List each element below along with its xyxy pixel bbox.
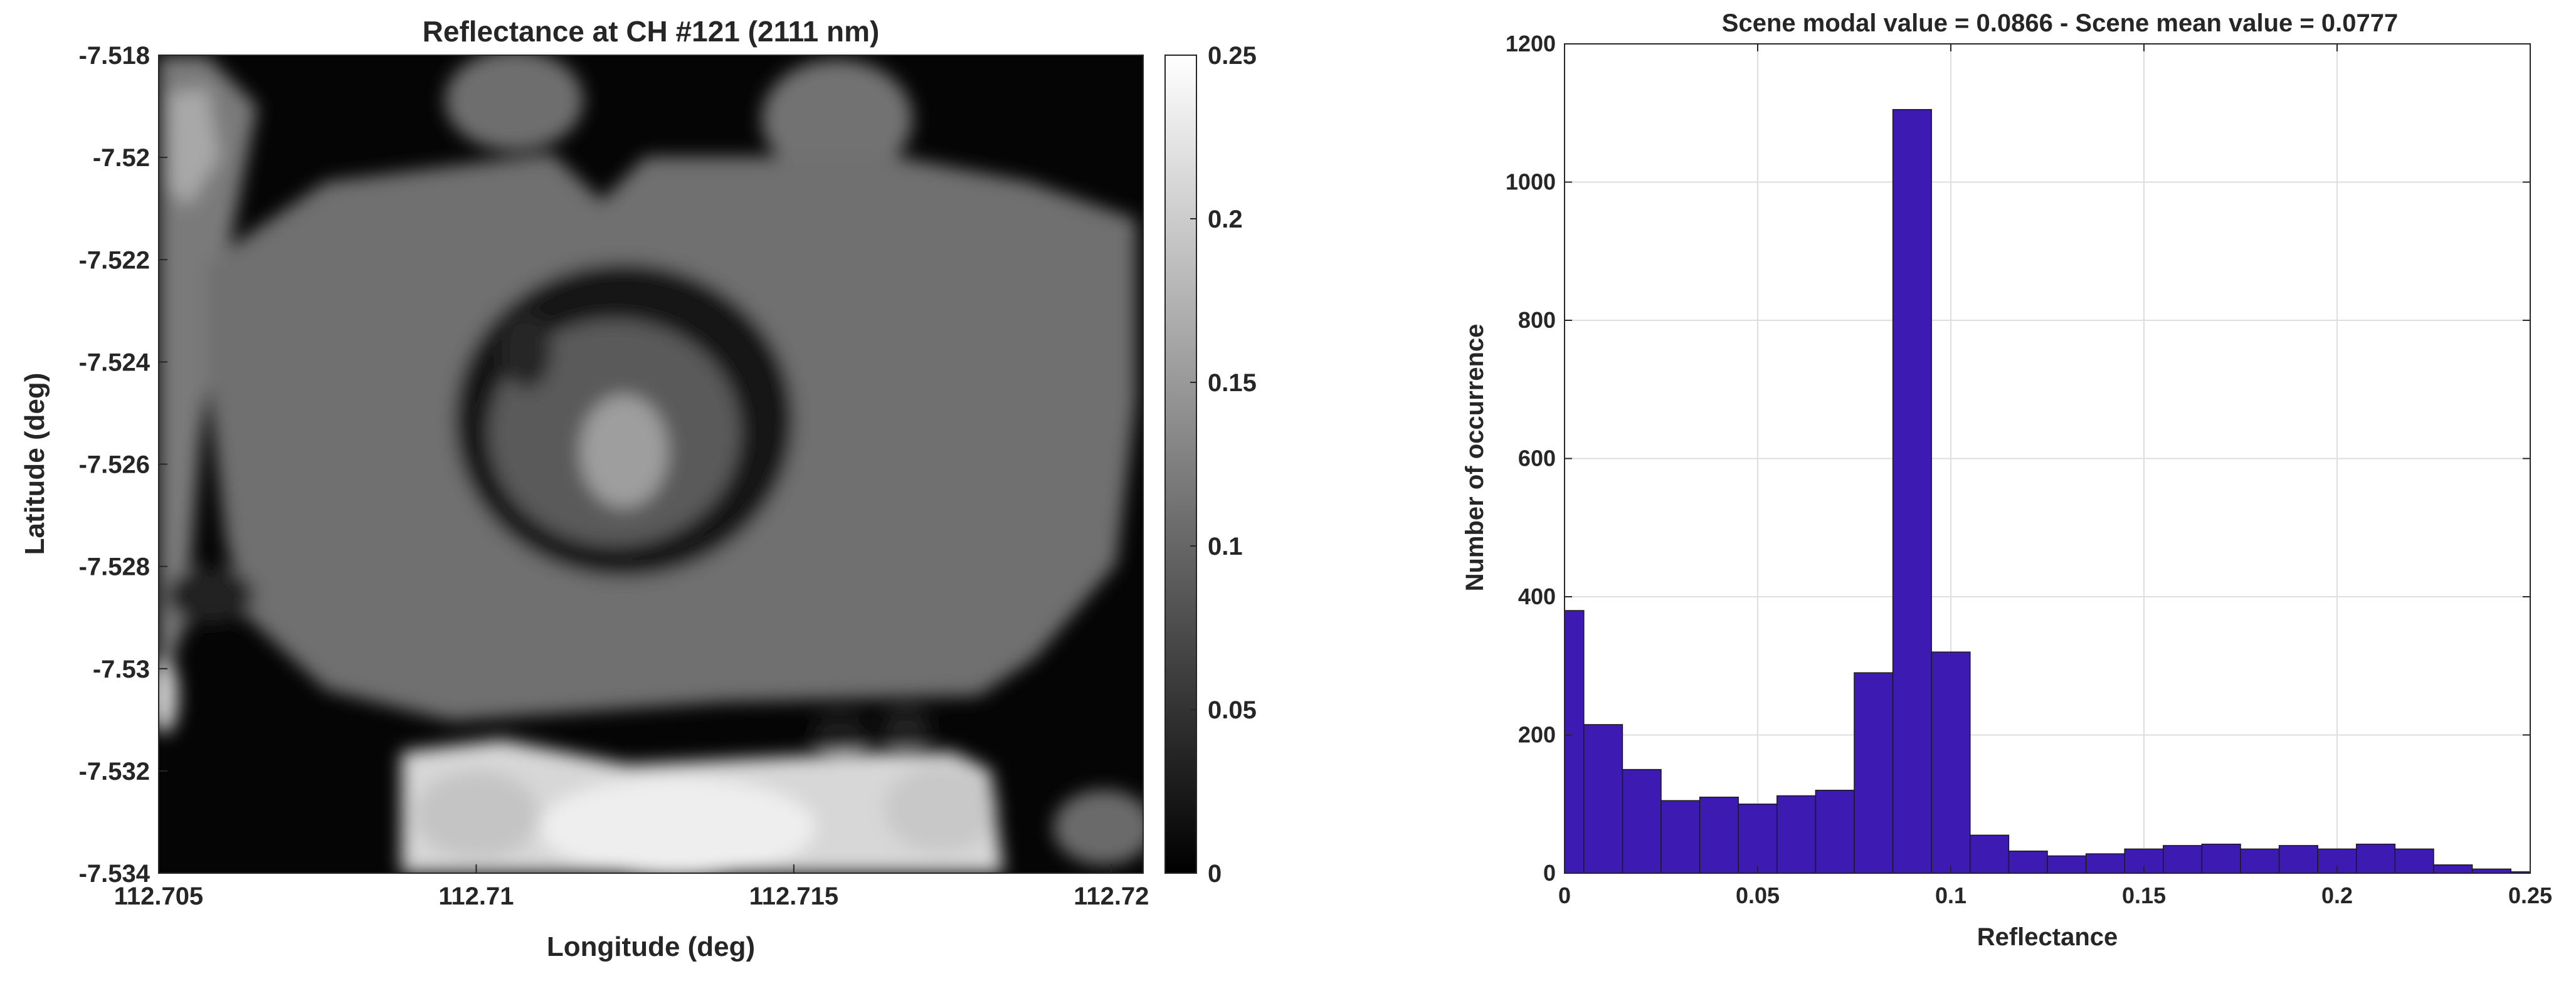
histogram-panel: Scene modal value = 0.0866 - Scene mean … xyxy=(1461,9,2552,951)
histogram-bar xyxy=(2356,843,2396,874)
histogram-y-axis-label: Number of occurrence xyxy=(1461,324,1489,592)
histogram-bar xyxy=(1699,796,1739,874)
colorbar-tick-label: 0.15 xyxy=(1208,369,1257,397)
histogram-title: Scene modal value = 0.0866 - Scene mean … xyxy=(1722,9,2398,37)
histogram-x-tick-label: 0 xyxy=(1558,883,1571,908)
colorbar-tick-label: 0.2 xyxy=(1208,206,1243,233)
histogram-bar xyxy=(1583,724,1623,874)
histogram-y-tick-label: 400 xyxy=(1518,584,1556,609)
map-y-tick-label: -7.522 xyxy=(79,246,150,274)
histogram-x-tick-label: 0.05 xyxy=(1736,883,1780,908)
colorbar-tick-label: 0 xyxy=(1208,860,1222,888)
histogram-bar xyxy=(1892,108,1932,874)
colorbar: 0.25 0.2 0.15 0.1 0.05 0 xyxy=(1164,42,1257,888)
map-y-tick-label: -7.526 xyxy=(79,451,150,479)
map-x-tick-label: 112.705 xyxy=(114,883,203,910)
histogram-bar xyxy=(1738,804,1778,874)
map-y-axis-label: Latitude (deg) xyxy=(19,373,50,555)
map-y-tick-label: -7.524 xyxy=(79,349,150,376)
map-y-tick-label: -7.53 xyxy=(93,656,150,683)
map-x-tick-label: 112.71 xyxy=(438,883,514,910)
map-y-tick-label: -7.52 xyxy=(93,144,150,172)
map-y-tick-label: -7.528 xyxy=(79,553,150,581)
colorbar-tick-label: 0.05 xyxy=(1208,696,1257,724)
histogram-bar xyxy=(2433,864,2473,874)
histogram-bar xyxy=(2085,853,2125,874)
histogram-y-tick-label: 1000 xyxy=(1506,169,1556,195)
histogram-y-tick-label: 600 xyxy=(1518,446,1556,471)
histogram-bar xyxy=(2240,848,2280,874)
histogram-bar xyxy=(2278,845,2318,874)
histogram-bar xyxy=(1660,800,1701,874)
histogram-bar xyxy=(1776,795,1817,874)
histogram-y-tick-label: 800 xyxy=(1518,307,1556,333)
histogram-bar xyxy=(2008,850,2048,874)
map-y-tick-label: -7.532 xyxy=(79,758,150,785)
histogram-x-tick-label: 0.1 xyxy=(1935,883,1966,908)
histogram-bar xyxy=(1970,834,2010,874)
histogram-bar xyxy=(1815,789,1855,874)
histogram-x-tick-label: 0.2 xyxy=(2321,883,2353,908)
histogram-x-tick-label: 0.15 xyxy=(2122,883,2166,908)
histogram-bar xyxy=(2201,843,2241,874)
map-y-tick-label: -7.518 xyxy=(79,42,150,70)
histogram-x-tick-label: 0.25 xyxy=(2508,883,2552,908)
histogram-y-tick-label: 0 xyxy=(1543,860,1556,886)
reflectance-image xyxy=(159,55,1143,873)
colorbar-gradient xyxy=(1164,55,1197,874)
reflectance-map-panel: Reflectance at CH #121 (2111 nm) xyxy=(19,15,1257,962)
histogram-x-axis-label: Reflectance xyxy=(1977,923,2118,951)
colorbar-tick-label: 0.1 xyxy=(1208,533,1243,560)
histogram-y-tick-label: 1200 xyxy=(1506,31,1556,56)
map-x-tick-label: 112.72 xyxy=(1074,883,1149,910)
histogram-bar xyxy=(1564,610,1585,874)
histogram-y-tick-label: 200 xyxy=(1518,722,1556,748)
histogram-bar xyxy=(1854,672,1894,874)
histogram-bar xyxy=(1622,768,1662,874)
histogram-bar xyxy=(1931,651,1971,874)
histogram-bar xyxy=(2394,848,2434,874)
histogram-bar xyxy=(2047,855,2087,874)
map-x-axis-label: Longitude (deg) xyxy=(547,931,755,962)
colorbar-tick-label: 0.25 xyxy=(1208,42,1257,70)
histogram-bar xyxy=(2163,845,2203,874)
map-x-tick-label: 112.715 xyxy=(749,883,838,910)
map-title: Reflectance at CH #121 (2111 nm) xyxy=(423,15,880,48)
map-y-tick-label: -7.534 xyxy=(79,860,150,888)
